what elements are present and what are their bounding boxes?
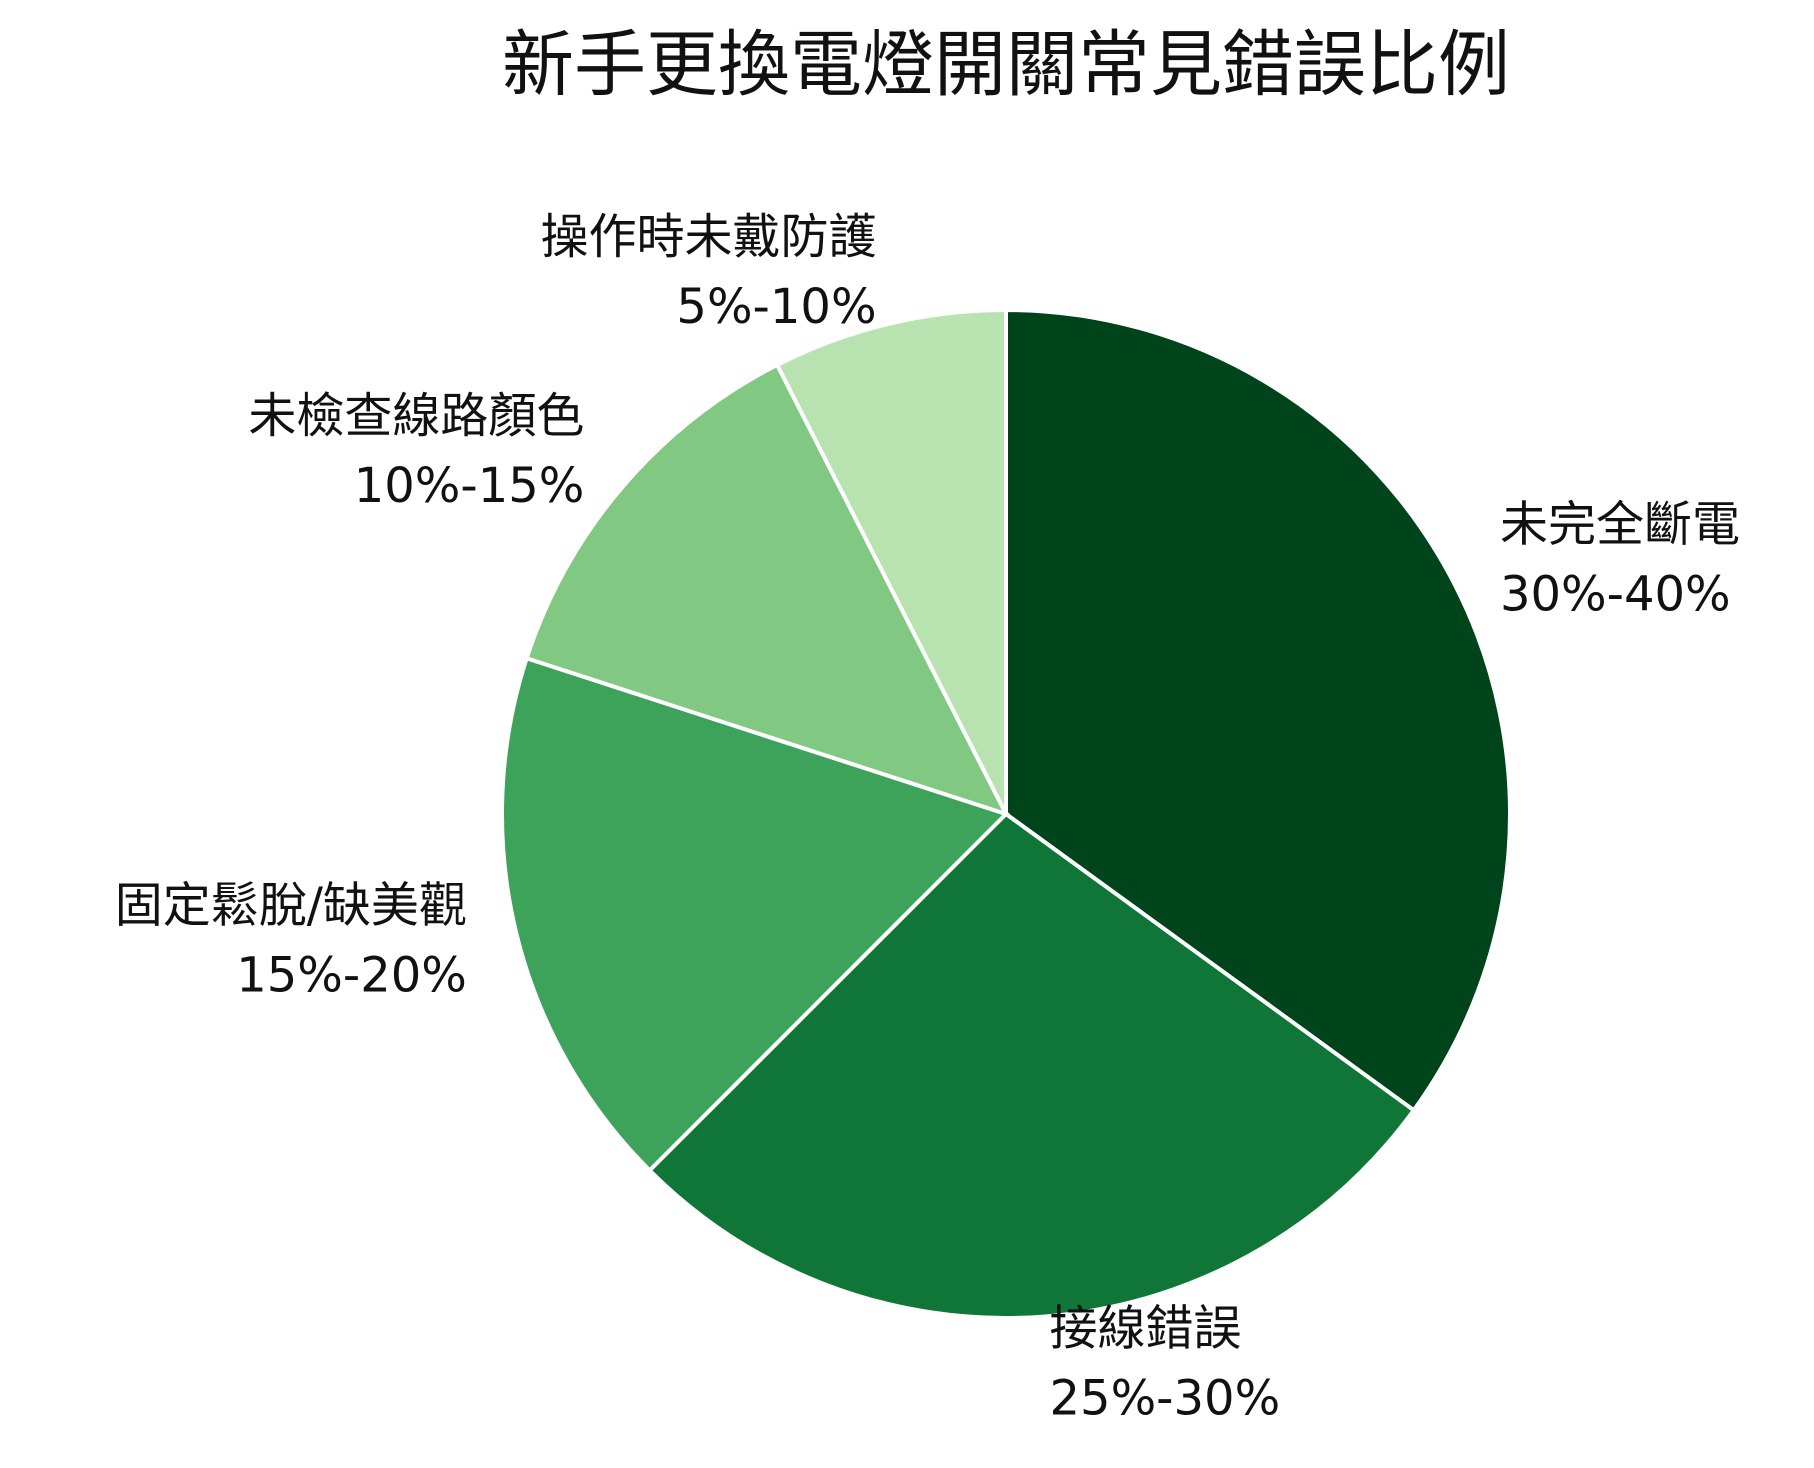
pie-slice <box>500 655 1010 1174</box>
value-label: 25%-30% <box>1049 1371 1280 1427</box>
pie-slice <box>646 811 1417 1320</box>
pie-slice <box>524 362 1010 818</box>
value-label: 10%-15% <box>354 458 585 514</box>
slice-label: 固定鬆脫/缺美觀 <box>115 877 467 933</box>
value-label: 5%-10% <box>676 279 876 335</box>
slice-label: 操作時未戴防護 <box>541 209 877 265</box>
slice-label: 未完全斷電 <box>1500 496 1740 552</box>
slice-label: 未檢查線路顏色 <box>248 388 584 444</box>
value-label: 30%-40% <box>1500 566 1731 622</box>
value-label: 15%-20% <box>236 947 467 1003</box>
pie-slice <box>774 307 1008 815</box>
chart-title: 新手更換電燈開關常見錯誤比例 <box>502 23 1510 107</box>
slice-label: 接線錯誤 <box>1049 1301 1241 1357</box>
pie-slice <box>1004 307 1512 1114</box>
